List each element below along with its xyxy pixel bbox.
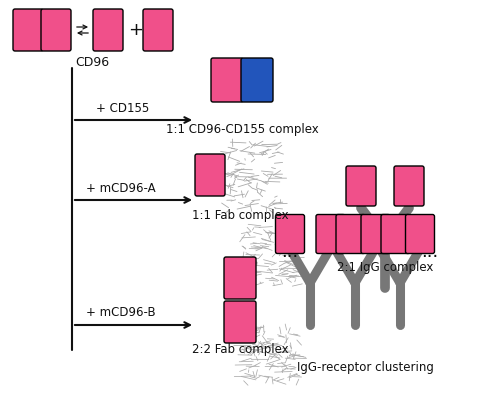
FancyBboxPatch shape	[336, 215, 365, 254]
Text: + mCD96-A: + mCD96-A	[86, 181, 156, 195]
Text: CD96: CD96	[75, 55, 109, 68]
FancyBboxPatch shape	[13, 9, 43, 51]
Text: IgG-receptor clustering: IgG-receptor clustering	[296, 361, 434, 375]
FancyBboxPatch shape	[241, 58, 273, 102]
FancyBboxPatch shape	[224, 301, 256, 343]
FancyBboxPatch shape	[143, 9, 173, 51]
FancyBboxPatch shape	[361, 215, 390, 254]
FancyBboxPatch shape	[346, 166, 376, 206]
Text: + mCD96-B: + mCD96-B	[86, 306, 156, 318]
FancyBboxPatch shape	[195, 154, 225, 196]
FancyBboxPatch shape	[224, 257, 256, 299]
FancyBboxPatch shape	[93, 9, 123, 51]
FancyBboxPatch shape	[41, 9, 71, 51]
FancyBboxPatch shape	[316, 215, 345, 254]
FancyBboxPatch shape	[276, 215, 304, 254]
Text: ···: ···	[422, 248, 438, 266]
Text: 2:1 IgG complex: 2:1 IgG complex	[337, 261, 433, 275]
Text: 1:1 CD96-CD155 complex: 1:1 CD96-CD155 complex	[166, 123, 318, 137]
FancyBboxPatch shape	[211, 58, 243, 102]
Text: 2:2 Fab complex: 2:2 Fab complex	[192, 343, 288, 357]
FancyBboxPatch shape	[381, 215, 410, 254]
FancyBboxPatch shape	[406, 215, 434, 254]
Text: +: +	[128, 21, 144, 39]
Text: 1:1 Fab complex: 1:1 Fab complex	[192, 209, 288, 222]
FancyBboxPatch shape	[394, 166, 424, 206]
Text: + CD155: + CD155	[96, 101, 149, 115]
Text: ···: ···	[282, 248, 298, 266]
